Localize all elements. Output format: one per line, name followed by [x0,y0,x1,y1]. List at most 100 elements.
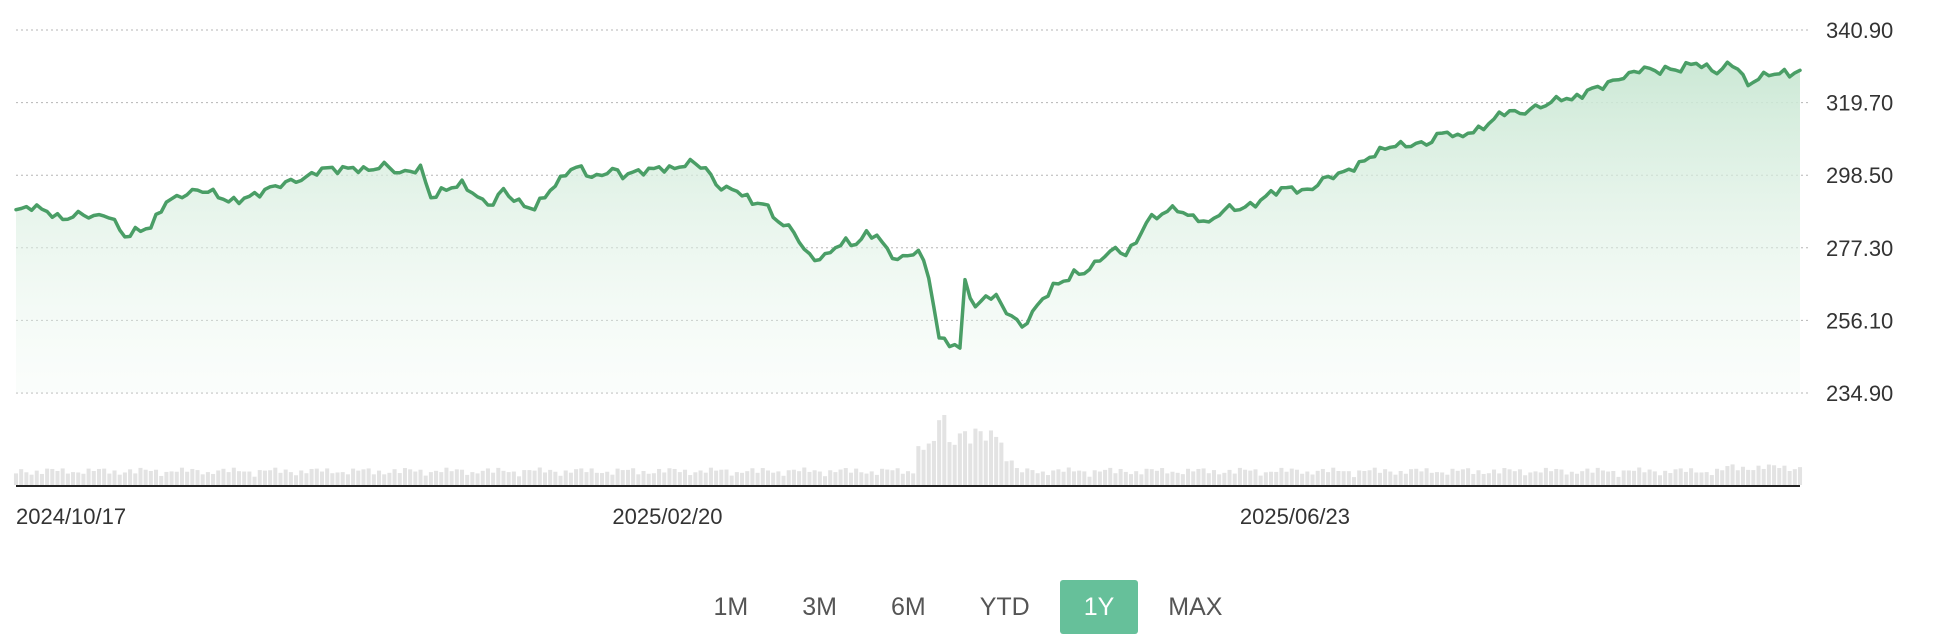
volume-bar [1777,468,1782,485]
volume-bar [382,474,387,485]
volume-bar [138,467,143,485]
volume-bar [1196,468,1201,485]
volume-bar [1284,471,1289,485]
volume-bar [698,470,703,485]
volume-bar [579,468,584,485]
volume-bar [931,440,936,485]
volume-bar [71,472,76,485]
y-tick-label: 319.70 [1826,91,1893,116]
volume-bar [817,471,822,485]
volume-bar [454,469,459,485]
volume-bar [148,471,153,485]
range-button-1m[interactable]: 1M [713,592,749,621]
volume-bar [107,473,112,485]
volume-bar [319,471,324,485]
volume-bar [340,472,345,485]
volume-bar [921,449,926,485]
range-button-ytd[interactable]: YTD [979,592,1030,621]
volume-bar [1393,474,1398,485]
range-button-max[interactable]: MAX [1168,592,1223,621]
volume-bar [86,468,91,485]
volume-bar [874,474,879,485]
volume-bar [465,474,470,485]
volume-bar [1507,469,1512,485]
volume-bar [1689,468,1694,485]
volume-bar [1320,468,1325,485]
volume-bar [1414,468,1419,485]
volume-bar [1434,472,1439,485]
volume-bar [1663,470,1668,485]
volume-bar [392,469,397,485]
volume-bar [133,473,138,485]
volume-bar [620,470,625,485]
volume-bar [1772,465,1777,485]
volume-bar [1108,467,1113,485]
volume-bar [1222,472,1227,485]
volume-bar [278,472,283,485]
volume-bar [688,475,693,485]
volume-bar [843,468,848,485]
volume-bar [615,468,620,485]
volume-bar [1367,470,1372,485]
volume-bar [1606,471,1611,485]
range-button-6m[interactable]: 6M [890,592,926,621]
volume-bar [880,468,885,485]
volume-bar [542,472,547,485]
volume-bar [1746,469,1751,485]
volume-bar [662,472,667,485]
volume-bar [828,470,833,485]
volume-bar [1523,475,1528,485]
volume-bar [558,475,563,485]
volume-bar [911,473,916,485]
volume-bar [242,471,247,485]
volume-bar [1201,468,1206,485]
volume-bar [895,468,900,485]
range-button-1y[interactable]: 1Y [1059,580,1139,634]
volume-bar [262,470,267,485]
volume-bar [1574,473,1580,485]
volume-bar [714,470,719,485]
volume-bar [371,474,376,485]
volume-bar [937,420,942,485]
volume-bar [335,472,340,485]
volume-bar [96,468,101,485]
volume-bar [345,474,350,485]
volume-bar [869,471,874,485]
volume-bar [942,415,947,485]
volume-bar [325,468,330,485]
volume-bar [1699,472,1704,485]
volume-bars [13,415,1803,485]
volume-bar [252,476,257,485]
volume-bar [1237,467,1242,485]
volume-bar [791,469,796,485]
volume-bar [361,469,366,485]
y-tick-label: 256.10 [1826,308,1893,333]
volume-bar [480,470,485,485]
volume-bar [428,472,433,485]
volume-bar [1429,472,1434,485]
volume-bar [1580,471,1585,485]
volume-bar [864,473,869,485]
volume-bar [848,472,853,485]
volume-bar [330,473,335,485]
volume-bar [1569,471,1574,485]
volume-bar [1206,473,1211,485]
volume-bar [211,473,216,485]
volume-bar [185,471,190,485]
volume-bar [1787,471,1792,485]
volume-bar [112,470,117,485]
volume-bar [1004,461,1009,485]
range-button-3m[interactable]: 3M [802,592,837,621]
volume-bar [1497,473,1502,485]
volume-bar [636,474,641,485]
y-tick-label: 277.30 [1826,236,1893,261]
volume-bar [1512,471,1517,485]
volume-bar [1388,471,1393,485]
volume-bar [356,470,361,485]
volume-bar [1595,467,1600,485]
volume-bar [568,472,573,485]
volume-bar [1517,469,1522,485]
volume-bar [1170,471,1175,485]
volume-bar [1071,471,1076,485]
volume-bar [1289,468,1294,485]
